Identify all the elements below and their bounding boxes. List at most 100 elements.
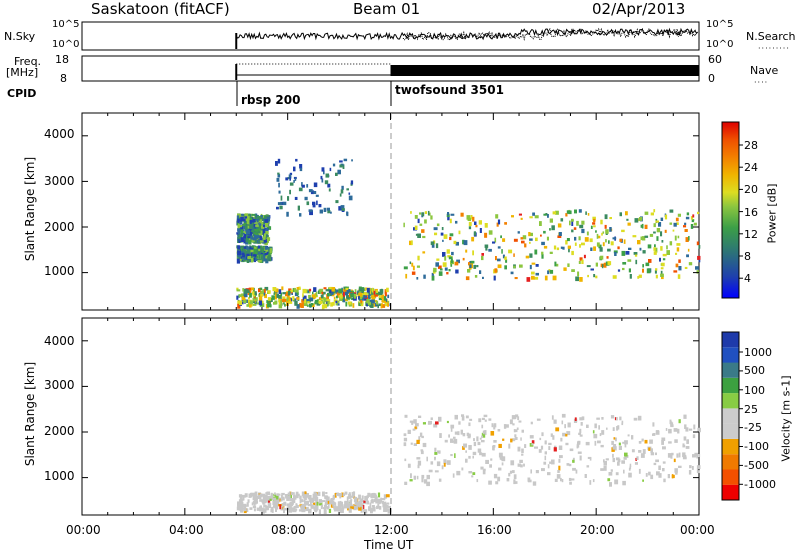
echo-cell-1 [692, 454, 696, 458]
echo-cell-0 [268, 291, 271, 294]
echo-cell-0 [322, 493, 325, 496]
echo-cell-1 [252, 237, 257, 241]
freq-label: Freq. [14, 55, 42, 68]
echo-cell-1 [676, 453, 679, 458]
echo-cell-0 [304, 494, 309, 498]
echo-cell-1 [628, 472, 632, 478]
xtick-1200: 12:00 [374, 523, 409, 537]
echo-cell-3 [339, 164, 343, 168]
echo-cell-1 [266, 237, 271, 241]
echo-cell-0 [330, 498, 334, 503]
nsearch-label: N.Search [746, 30, 796, 43]
echo-cell-0 [339, 508, 344, 513]
echo-cell-0 [239, 294, 243, 298]
echo-cell-1 [553, 447, 557, 452]
echo-cell-0 [378, 303, 381, 306]
echo-cell-1 [581, 416, 585, 421]
echo-cell-1 [481, 435, 483, 438]
echo-cell-0 [307, 495, 312, 500]
echo-cell-4 [554, 261, 557, 267]
echo-cell-0 [369, 502, 372, 508]
echo-cell-0 [382, 503, 386, 508]
echo-cell-1 [621, 422, 624, 426]
echo-cell-0 [383, 494, 387, 499]
echo-cell-4 [617, 269, 621, 272]
echo-cell-0 [303, 301, 308, 306]
echo-cell-1 [519, 459, 523, 463]
echo-cell-0 [371, 505, 375, 508]
echo-cell-1 [461, 416, 465, 421]
echo-cell-0 [285, 494, 289, 498]
echo-cell-0 [301, 299, 305, 303]
echo-cell-1 [562, 432, 566, 437]
echo-cell-1 [428, 469, 433, 473]
echo-cell-4 [628, 268, 631, 273]
echo-cell-0 [335, 301, 338, 306]
echo-cell-1 [611, 440, 614, 445]
echo-cell-1 [566, 463, 570, 466]
echo-cell-4 [687, 248, 690, 252]
echo-cell-4 [479, 270, 482, 274]
echo-cell-1 [558, 445, 563, 450]
echo-cell-0 [273, 291, 278, 295]
echo-cell-0 [238, 494, 243, 498]
echo-cell-1 [479, 437, 482, 440]
echo-cell-4 [638, 217, 643, 221]
echo-cell-0 [372, 493, 377, 498]
echo-cell-4 [673, 222, 677, 227]
echo-cell-1 [462, 433, 466, 437]
echo-cell-0 [307, 290, 309, 293]
echo-cell-3 [309, 210, 313, 216]
echo-cell-1 [248, 213, 251, 218]
echo-cell-0 [371, 291, 373, 295]
echo-cell-4 [581, 259, 584, 264]
echo-cell-0 [378, 297, 383, 301]
echo-cell-4 [638, 274, 642, 278]
echo-cell-4 [619, 238, 623, 242]
echo-cell-2 [263, 251, 266, 256]
echo-cell-1 [245, 240, 248, 245]
echo-cell-1 [251, 218, 256, 223]
echo-cell-0 [309, 300, 311, 303]
echo-cell-4 [478, 220, 482, 225]
echo-cell-0 [299, 500, 304, 503]
echo-cell-1 [416, 439, 420, 444]
echo-cell-2 [256, 255, 258, 259]
echo-cell-1 [541, 468, 545, 472]
echo-cell-1 [248, 220, 252, 224]
echo-cell-4 [658, 222, 662, 227]
echo-cell-3 [289, 182, 294, 186]
echo-cell-1 [490, 431, 495, 436]
echo-cell-0 [295, 505, 299, 508]
echo-cell-0 [341, 492, 344, 498]
echo-cell-4 [535, 264, 539, 267]
echo-cell-0 [344, 504, 348, 509]
date-title: 02/Apr/2013 [592, 0, 686, 18]
echo-cell-1 [655, 430, 660, 435]
echo-cell-4 [482, 276, 484, 279]
echo-cell-4 [504, 256, 507, 261]
echo-cell-1 [477, 441, 481, 446]
echo-cell-4 [414, 215, 418, 219]
echo-cell-4 [430, 215, 433, 220]
echo-cell-4 [534, 215, 539, 219]
echo-cell-4 [684, 222, 687, 225]
echo-cell-1 [472, 455, 474, 459]
echo-cell-0 [345, 301, 348, 307]
vel-cb-swatch [722, 438, 739, 455]
echo-cell-4 [484, 244, 489, 248]
power-panel-frame [81, 112, 700, 311]
echo-cell-1 [579, 428, 582, 434]
echo-cell-0 [348, 508, 352, 513]
echo-cell-4 [660, 217, 664, 221]
echo-cell-0 [278, 304, 283, 309]
echo-cell-3 [301, 184, 305, 188]
echo-cell-0 [320, 294, 324, 299]
echo-cell-1 [250, 221, 253, 227]
echo-cell-1 [599, 433, 602, 437]
echo-cell-1 [696, 456, 698, 459]
echo-cell-4 [549, 251, 553, 254]
echo-cell-0 [264, 494, 268, 499]
echo-cell-4 [446, 249, 450, 254]
echo-cell-1 [532, 481, 537, 486]
